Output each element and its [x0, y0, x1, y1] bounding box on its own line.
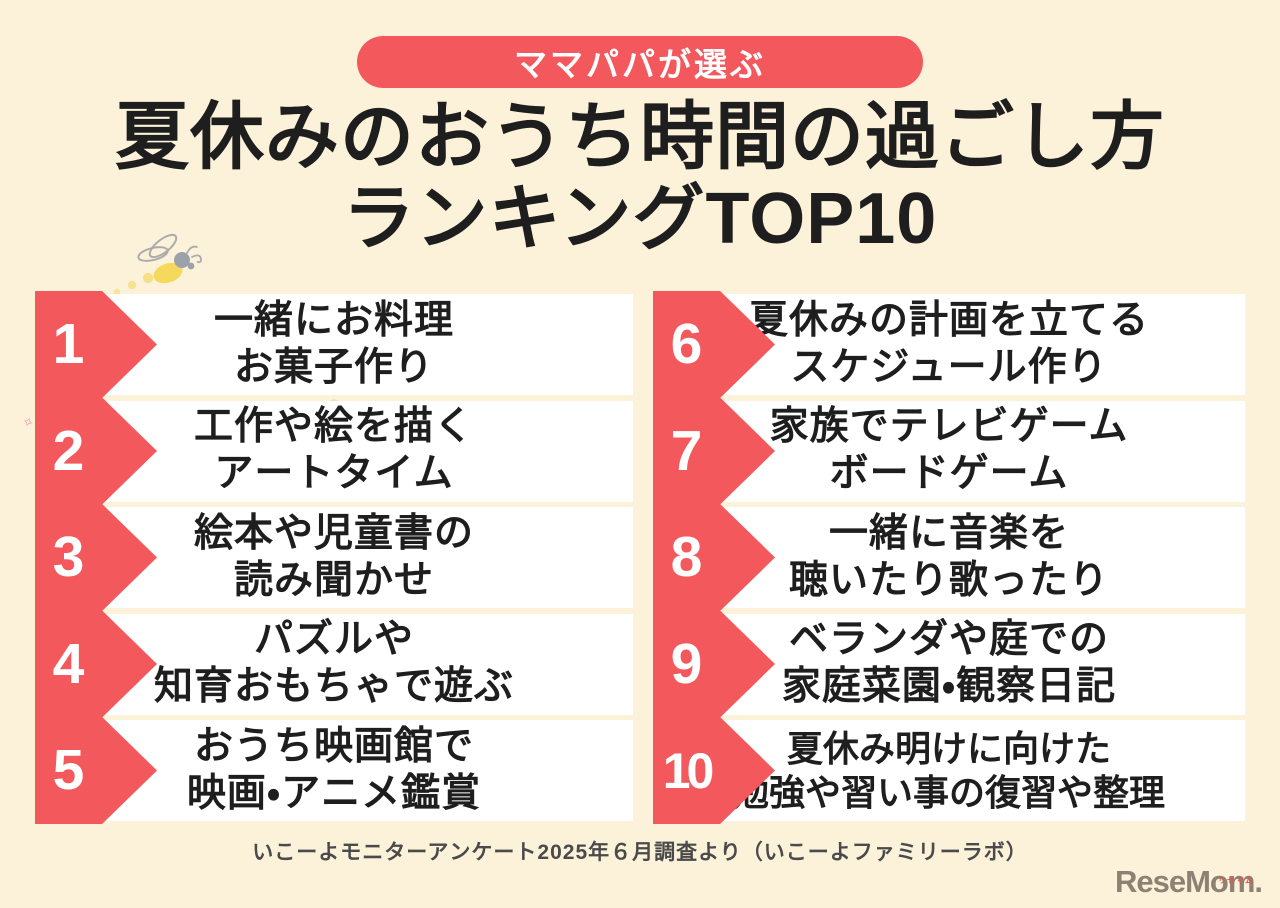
ranking-text-line1: 工作や絵を描く [193, 405, 474, 449]
ranking-text-line2: 勉強や習い事の復習や整理 [732, 771, 1165, 813]
ranking-row: 9 ベランダや庭での 家庭菜園・観察日記 [653, 610, 1245, 718]
resemom-logo: リセマム ReseMom. [1114, 862, 1263, 902]
ranking-text: 工作や絵を描く アートタイム [35, 401, 633, 502]
ranking-text-line2: 読み聞かせ [233, 558, 434, 602]
rank-number: 1 [52, 312, 85, 376]
rank-number: 3 [52, 525, 85, 589]
ranking-row: 4 パズルや 知育おもちゃで遊ぶ [35, 610, 633, 718]
ranking-row: 3 絵本や児童書の 読み聞かせ [35, 504, 633, 611]
ranking-text: 家族でテレビゲーム ボードゲーム [653, 401, 1245, 502]
rank-number: 2 [52, 418, 85, 483]
ranking-text-line2: お菓子作り [233, 345, 434, 389]
ranking-text-line2: 知育おもちゃで遊ぶ [153, 665, 514, 708]
ranking-text-line2: 家庭菜園・観察日記 [781, 665, 1117, 708]
ranking-text-line2: ボードゲーム [829, 452, 1069, 495]
ranking-text-line2: スケジュール作り [790, 345, 1108, 389]
ranking-row: 6 夏休みの計画を立てる スケジュール作り [653, 291, 1245, 398]
top-badge-label: ママパパが選ぶ [514, 46, 766, 83]
ranking-text: 一緒にお料理 お菓子作り [35, 294, 633, 395]
ranking-row: 2 工作や絵を描く アートタイム [35, 397, 633, 505]
rank-number: 7 [670, 418, 703, 483]
ranking-text-line1: ベランダや庭での [788, 618, 1109, 662]
ranking-text: 一緒に音楽を 聴いたり歌ったり [653, 507, 1245, 608]
ranking-row: 8 一緒に音楽を 聴いたり歌ったり [653, 504, 1245, 611]
source-note: いこーよモニターアンケート2025年６月調査より（いこーよファミリーラボ） [252, 841, 1028, 864]
ranking-text-line1: 家族でテレビゲーム [769, 405, 1129, 449]
rank-arrow-icon: 5 [35, 717, 157, 824]
page-title: 夏休みのおうち時間の過ごし方 ランキングTOP10 [0, 95, 1280, 260]
ranking-text: 夏休み明けに向けた 勉強や習い事の復習や整理 [653, 720, 1245, 821]
ranking-row: 7 家族でテレビゲーム ボードゲーム [653, 397, 1245, 505]
ranking-row: 5 おうち映画館で 映画・アニメ鑑賞 [35, 717, 633, 824]
firefly-icon [100, 233, 202, 301]
rank-number: 4 [52, 631, 85, 696]
ranking-text-line1: 絵本や児童書の [193, 511, 474, 555]
rank-number: 8 [670, 525, 703, 589]
ranking-text-line1: 一緒に音楽を [828, 511, 1069, 555]
ranking-text-line2: アートタイム [214, 452, 454, 495]
resemom-logo-ruby: リセマム [1218, 876, 1254, 885]
resemom-logo-text: ReseMom. [1114, 864, 1263, 899]
ranking-text: 夏休みの計画を立てる スケジュール作り [653, 294, 1245, 395]
rank-number: 10 [662, 742, 715, 799]
rank-number: 5 [52, 738, 85, 802]
page-title-line1: 夏休みのおうち時間の過ごし方 [115, 95, 1165, 178]
ranking-text-line1: 夏休みの計画を立てる [748, 298, 1149, 342]
rank-number: 6 [670, 312, 703, 376]
ranking-text: おうち映画館で 映画・アニメ鑑賞 [35, 720, 633, 821]
ranking-row: 1 一緒にお料理 お菓子作り [35, 291, 633, 398]
ranking-text: パズルや 知育おもちゃで遊ぶ [35, 614, 633, 715]
rank-number: 9 [670, 631, 703, 696]
ranking-text: ベランダや庭での 家庭菜園・観察日記 [653, 614, 1245, 715]
ranking-text: 絵本や児童書の 読み聞かせ [35, 507, 633, 608]
ranking-text-line2: 映画・アニメ鑑賞 [186, 771, 482, 815]
top-badge: ママパパが選ぶ [357, 36, 923, 88]
pink-sparkle-icon: ✧ [19, 412, 37, 432]
ranking-grid: 1 一緒にお料理 お菓子作り 2 工作や絵を描く アートタイム 3 絵本や児童書… [35, 291, 1245, 824]
ranking-text-line1: おうち映画館で [193, 724, 474, 768]
ranking-text-line1: 夏休み明けに向けた [786, 728, 1111, 770]
rank-arrow-icon: 4 [35, 610, 157, 718]
ranking-text-line1: 一緒にお料理 [213, 298, 454, 342]
page-title-line2: ランキングTOP10 [342, 178, 938, 259]
ranking-row: 10 夏休み明けに向けた 勉強や習い事の復習や整理 [653, 717, 1245, 824]
ranking-text-line1: パズルや [253, 618, 414, 662]
ranking-text-line2: 聴いたり歌ったり [788, 558, 1109, 602]
